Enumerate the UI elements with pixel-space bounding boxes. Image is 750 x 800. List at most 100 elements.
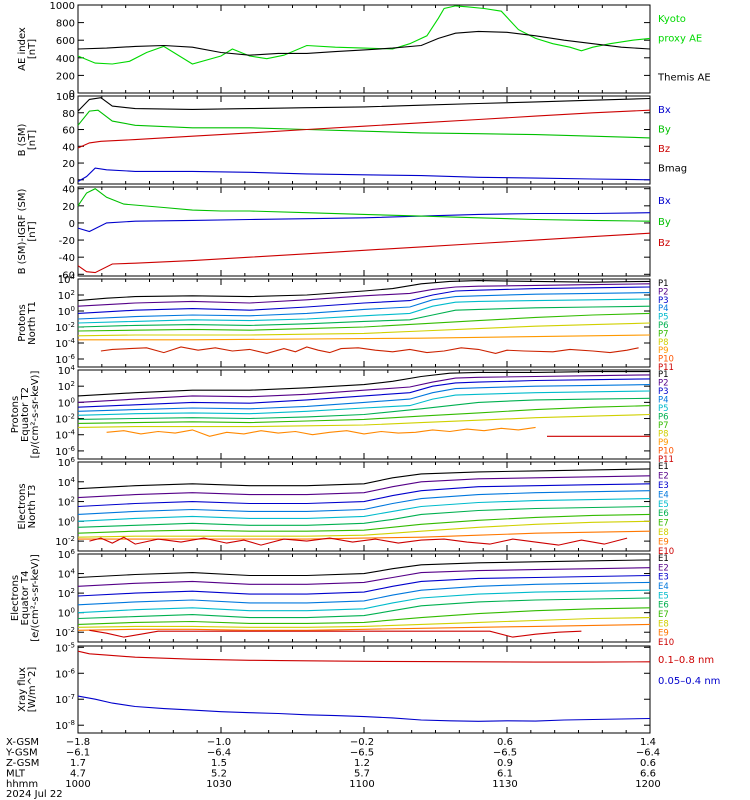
y-tick-label: 104: [58, 273, 76, 286]
y-axis-label: B (SM): [17, 123, 28, 156]
legend-entry: P8: [658, 338, 669, 348]
series-e8: [77, 617, 651, 628]
y-tick-label: 10-5: [55, 641, 75, 654]
series-e3: [77, 483, 651, 508]
series-p6: [77, 397, 651, 420]
panel-frame: [77, 4, 651, 94]
series-p8: [77, 322, 651, 337]
legend-entry: E9: [658, 629, 669, 639]
y-tick-label: 100: [58, 515, 75, 528]
series-p8: [77, 413, 651, 428]
legend-entry: P9: [658, 346, 669, 356]
ephemeris-value: −6.4: [207, 748, 231, 759]
series-p5: [77, 390, 651, 416]
legend-entry: E7: [658, 610, 669, 620]
ephemeris-value: 0.6: [497, 737, 513, 748]
series-e6: [77, 505, 651, 528]
series-p4: [77, 384, 651, 412]
ephemeris-value: 5.7: [354, 769, 370, 780]
y-axis-label: B (SM)-IGRF (SM): [17, 189, 28, 275]
series-p2: [77, 374, 651, 403]
ephemeris-value: 1200: [635, 779, 660, 790]
series-bx: [77, 167, 651, 182]
ephemeris-value: 5.2: [211, 769, 227, 780]
series-kyoto-proxy-ae: [77, 5, 651, 65]
series-bx: [77, 212, 651, 233]
y-axis-label: North T3: [27, 485, 38, 529]
series-p1: [77, 280, 651, 302]
y-axis-label: Electrons: [10, 575, 21, 621]
y-tick-label: 20: [62, 202, 75, 213]
y-tick-label: 100: [56, 92, 75, 103]
ephemeris-value: −6.5: [350, 748, 374, 759]
ephemeris-value: 1.7: [70, 758, 86, 769]
panel-e_equator: 106 104 102 100 10-2 Electrons Equator T4 [e/(c…: [10, 548, 674, 648]
legend-entry: E6: [658, 601, 669, 611]
series-e5: [77, 498, 651, 522]
legend-entry: E4: [658, 582, 669, 592]
series-e9: [77, 623, 651, 631]
ephemeris-value: −1.8: [66, 737, 90, 748]
legend-entry: E10: [658, 638, 674, 648]
panel-b_sm: 0 20 40 60 80 100 B (SM) [nT] Bx By Bz Bmag: [17, 92, 687, 187]
y-axis-label: [e/(cm²-s-sr-keV)]: [30, 554, 41, 642]
series-p3: [77, 378, 651, 408]
legend-entry: P3: [658, 296, 669, 306]
legend-entry: Bz: [658, 238, 670, 249]
ephemeris-value: 0.9: [497, 758, 513, 769]
y-tick-label: 104: [58, 364, 76, 377]
legend-entry: P5: [658, 313, 669, 323]
ephemeris-value: −6.4: [636, 748, 660, 759]
y-tick-label: 10-4: [55, 429, 75, 442]
series-p1: [77, 371, 650, 397]
ephemeris-value: 1100: [349, 779, 374, 790]
series-p10: [100, 346, 639, 354]
legend-entry: P2: [658, 379, 669, 389]
legend-entry: E1: [658, 554, 669, 564]
legend-entry: P3: [658, 387, 669, 397]
legend-entry: P10: [658, 355, 674, 365]
y-tick-label: 106: [58, 456, 76, 469]
y-tick-label: 100: [58, 305, 75, 318]
series-e8: [77, 520, 651, 538]
series-bz: [77, 232, 651, 274]
y-axis-label: Electrons: [17, 483, 28, 529]
y-tick-label: 100: [58, 607, 75, 620]
legend-entry: proxy AE: [658, 34, 702, 45]
series-e2: [77, 475, 651, 499]
series-e10: [89, 629, 582, 638]
y-tick-label: 106: [58, 548, 76, 561]
series-e1: [77, 559, 651, 579]
y-axis-label: [nT]: [27, 130, 38, 150]
series-e3: [77, 574, 651, 597]
legend-entry: E3: [658, 573, 669, 583]
ephemeris-value: 6.1: [497, 769, 513, 780]
series-p9: [106, 426, 536, 437]
legend-entry: E10: [658, 547, 674, 557]
ephemeris-label: MLT: [6, 769, 26, 780]
series-e1: [77, 468, 651, 490]
series-p6: [77, 305, 651, 328]
series-e4: [77, 490, 651, 515]
ephemeris-value: −1.0: [207, 737, 231, 748]
series-e9: [78, 530, 651, 540]
series-p3: [77, 286, 651, 314]
legend-entry: Bx: [658, 196, 671, 207]
legend-entry: 0.1–0.8 nm: [658, 655, 714, 666]
legend-entry: E8: [658, 528, 669, 538]
series-e6: [77, 597, 651, 620]
series-by: [77, 109, 651, 139]
legend-entry: P6: [658, 321, 669, 331]
date-label: 2024 Jul 22: [6, 789, 63, 800]
legend-entry: P5: [658, 404, 669, 414]
series-p7: [77, 405, 651, 424]
y-tick-label: 40: [62, 185, 75, 196]
series-e7: [77, 513, 651, 534]
legend-entry: E4: [658, 490, 669, 500]
panel-p_equator: 104 102 100 10-2 10-4 10-6 Protons Equator T2 [p…: [10, 364, 674, 465]
series-bz: [77, 109, 651, 149]
y-tick-label: -60: [59, 270, 75, 281]
legend-entry: E5: [658, 591, 669, 601]
legend-entry: P11: [658, 455, 674, 465]
legend-entry: E2: [658, 471, 669, 481]
